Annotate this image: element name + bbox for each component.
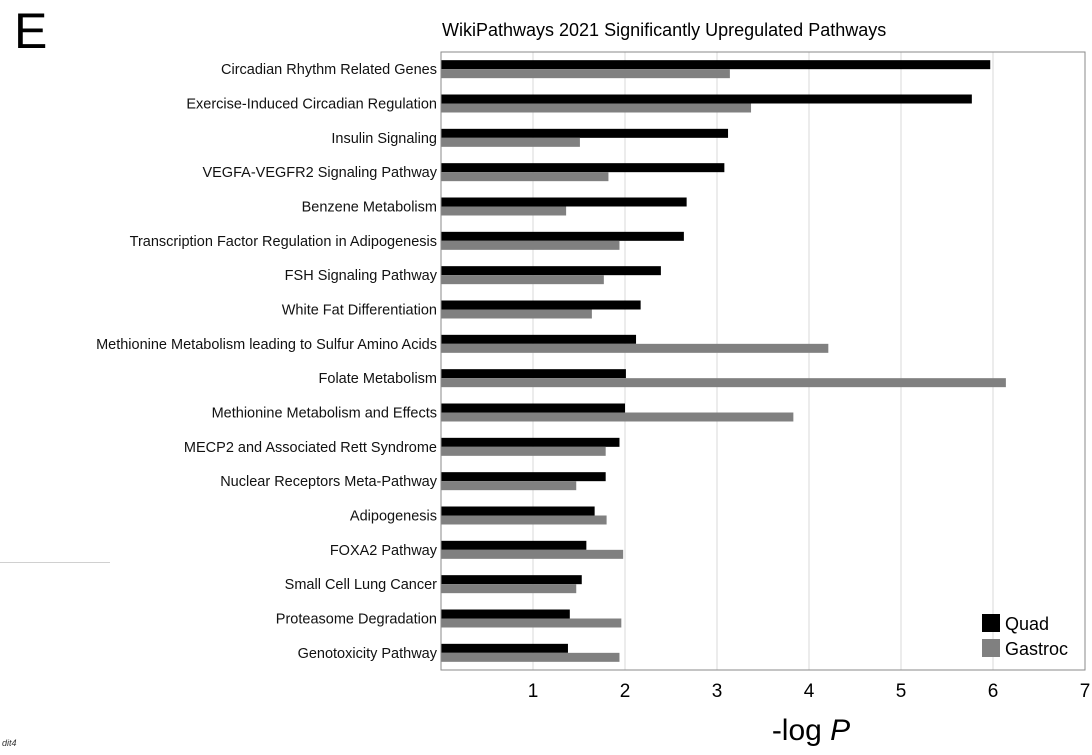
panel-letter: E bbox=[14, 3, 48, 59]
stray-divider-line bbox=[0, 562, 110, 563]
x-axis-label: -log P bbox=[772, 714, 850, 747]
bar-quad bbox=[441, 575, 582, 585]
category-label: Methionine Metabolism and Effects bbox=[212, 406, 437, 422]
x-tick-label: 1 bbox=[528, 681, 539, 702]
bar-quad bbox=[441, 437, 620, 447]
legend-label-gastroc: Gastroc bbox=[1005, 639, 1068, 659]
bar-quad bbox=[441, 472, 606, 482]
bar-quad bbox=[441, 94, 972, 104]
bar-gastroc bbox=[441, 69, 730, 79]
x-tick-label: 5 bbox=[896, 681, 907, 702]
category-label: Proteasome Degradation bbox=[276, 612, 437, 628]
category-label: Exercise-Induced Circadian Regulation bbox=[186, 97, 437, 113]
category-label: Adipogenesis bbox=[350, 509, 437, 525]
bar-gastroc bbox=[441, 103, 752, 113]
category-label: MECP2 and Associated Rett Syndrome bbox=[184, 440, 437, 456]
category-label: White Fat Differentiation bbox=[282, 303, 437, 319]
bar-quad bbox=[441, 540, 587, 550]
bar-gastroc bbox=[441, 584, 577, 594]
bar-quad bbox=[441, 300, 641, 310]
category-label: Small Cell Lung Cancer bbox=[285, 577, 437, 593]
bar-quad bbox=[441, 506, 595, 516]
bar-quad bbox=[441, 369, 626, 379]
legend: Quad Gastroc bbox=[982, 614, 1068, 659]
bar-gastroc bbox=[441, 652, 620, 662]
bar-gastroc bbox=[441, 515, 607, 525]
legend-swatch-gastroc bbox=[982, 639, 1000, 657]
bar-quad bbox=[441, 334, 637, 344]
bar-gastroc bbox=[441, 343, 829, 353]
x-tick-labels: 1 2 3 4 5 6 7 bbox=[528, 681, 1091, 702]
bar-gastroc bbox=[441, 618, 622, 628]
category-label: Insulin Signaling bbox=[331, 131, 437, 147]
bar-quad bbox=[441, 231, 684, 241]
category-label: Folate Metabolism bbox=[319, 371, 437, 387]
grid-lines bbox=[532, 52, 994, 670]
bar-quad bbox=[441, 266, 661, 276]
category-label: Genotoxicity Pathway bbox=[298, 646, 438, 662]
category-label: FSH Signaling Pathway bbox=[285, 268, 438, 284]
x-tick-label: 3 bbox=[712, 681, 723, 702]
bar-quad bbox=[441, 403, 625, 413]
bar-gastroc bbox=[441, 549, 624, 559]
x-tick-label: 6 bbox=[988, 681, 999, 702]
category-label: Transcription Factor Regulation in Adipo… bbox=[130, 234, 437, 250]
bar-quad bbox=[441, 197, 687, 207]
category-label: Circadian Rhythm Related Genes bbox=[221, 62, 437, 78]
bar-gastroc bbox=[441, 240, 620, 250]
x-axis-label-italic: P bbox=[830, 714, 850, 747]
legend-swatch-quad bbox=[982, 614, 1000, 632]
category-label: Benzene Metabolism bbox=[302, 200, 437, 216]
category-label: Methionine Metabolism leading to Sulfur … bbox=[96, 337, 437, 353]
category-label: FOXA2 Pathway bbox=[330, 543, 438, 559]
category-label: VEGFA-VEGFR2 Signaling Pathway bbox=[202, 165, 437, 181]
x-tick-label: 7 bbox=[1080, 681, 1091, 702]
x-axis-label-main: -log bbox=[772, 714, 830, 747]
plot-frame bbox=[440, 51, 1086, 671]
bar-gastroc bbox=[441, 172, 609, 182]
bar-quad bbox=[441, 163, 725, 173]
bar-quad bbox=[441, 609, 570, 619]
bars bbox=[441, 60, 1006, 662]
x-tick-label: 2 bbox=[620, 681, 631, 702]
bar-gastroc bbox=[441, 378, 1006, 388]
bar-gastroc bbox=[441, 309, 592, 319]
category-labels: Circadian Rhythm Related Genes Exercise-I… bbox=[96, 62, 438, 662]
stray-mark-text: dit4 bbox=[2, 738, 17, 748]
chart-title: WikiPathways 2021 Significantly Upregula… bbox=[442, 20, 887, 40]
x-tick-label: 4 bbox=[804, 681, 815, 702]
legend-label-quad: Quad bbox=[1005, 614, 1049, 634]
bar-gastroc bbox=[441, 206, 567, 216]
bar-gastroc bbox=[441, 412, 794, 422]
bar-quad bbox=[441, 128, 729, 138]
bar-quad bbox=[441, 60, 991, 70]
category-label: Nuclear Receptors Meta-Pathway bbox=[220, 474, 438, 490]
bar-gastroc bbox=[441, 137, 580, 147]
bar-quad bbox=[441, 643, 568, 653]
bar-gastroc bbox=[441, 481, 577, 491]
bar-gastroc bbox=[441, 446, 606, 456]
bar-gastroc bbox=[441, 275, 604, 285]
